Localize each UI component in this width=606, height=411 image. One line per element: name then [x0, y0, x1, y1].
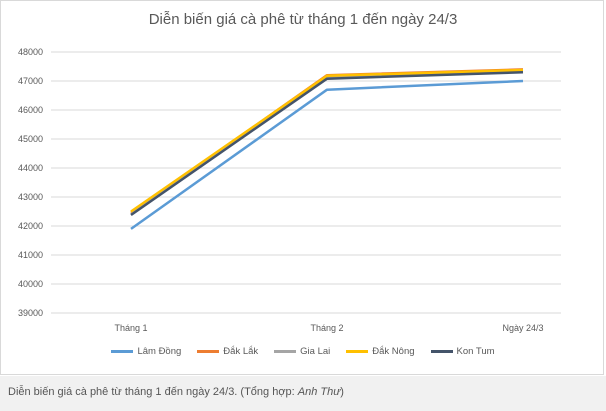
- caption-bar: Diễn biến giá cà phê từ tháng 1 đến ngày…: [0, 376, 606, 411]
- legend-swatch: [430, 350, 453, 353]
- chart-title: Diễn biến giá cà phê từ tháng 1 đến ngày…: [148, 11, 458, 28]
- y-tick-label: 46000: [18, 105, 43, 115]
- chart-plot: 48000 47000 46000 45000 44000 43000 42000 41000…: [18, 47, 561, 333]
- y-tick-label: 44000: [18, 163, 43, 173]
- legend-swatch: [346, 350, 369, 353]
- legend-label: Lâm Đồng: [137, 346, 182, 357]
- legend-item-1: Đắk Lắk: [197, 346, 258, 357]
- y-tick-label: 39000: [18, 308, 43, 318]
- series-line-0: [130, 79, 524, 230]
- legend-item-0: Lâm Đồng: [111, 346, 181, 357]
- legend-label: Đắk Lắk: [223, 346, 259, 357]
- legend-item-4: Kon Tum: [430, 346, 495, 357]
- legend-label: Gia Lai: [300, 346, 331, 357]
- x-tick-label: Ngày 24/3: [502, 323, 543, 333]
- legend-swatch: [111, 350, 134, 353]
- y-tick-label: 42000: [18, 221, 43, 231]
- x-tick-label: Tháng 2: [310, 323, 343, 333]
- figure-caption: Diễn biến giá cà phê từ tháng 1 đến ngày…: [8, 386, 344, 398]
- caption-text: Diễn biến giá cà phê từ tháng 1 đến ngày…: [8, 386, 298, 398]
- y-tick-label: 45000: [18, 134, 43, 144]
- legend-label: Kon Tum: [456, 346, 495, 357]
- legend-item-2: Gia Lai: [274, 346, 330, 357]
- legend-swatch: [197, 350, 220, 353]
- series-line-2: [130, 69, 524, 216]
- legend-item-3: Đắk Nông: [346, 346, 415, 357]
- y-tick-label: 41000: [18, 250, 43, 260]
- x-tick-label: Tháng 1: [114, 323, 147, 333]
- legend-label: Đắk Nông: [372, 346, 415, 357]
- y-tick-label: 43000: [18, 192, 43, 202]
- series-line-4: [130, 71, 524, 217]
- chart-legend: Lâm Đồng Đắk Lắk Gia Lai Đắk Nông Kon Tum: [1, 346, 605, 357]
- y-tick-label: 48000: [18, 47, 43, 57]
- legend-swatch: [274, 350, 297, 353]
- chart-frame: Diễn biến giá cà phê từ tháng 1 đến ngày…: [0, 0, 604, 375]
- series-line-3: [130, 68, 524, 213]
- caption-author: Anh Thư: [297, 386, 341, 398]
- y-tick-label: 47000: [18, 76, 43, 86]
- caption-tail: ): [340, 386, 344, 398]
- y-tick-label: 40000: [18, 279, 43, 289]
